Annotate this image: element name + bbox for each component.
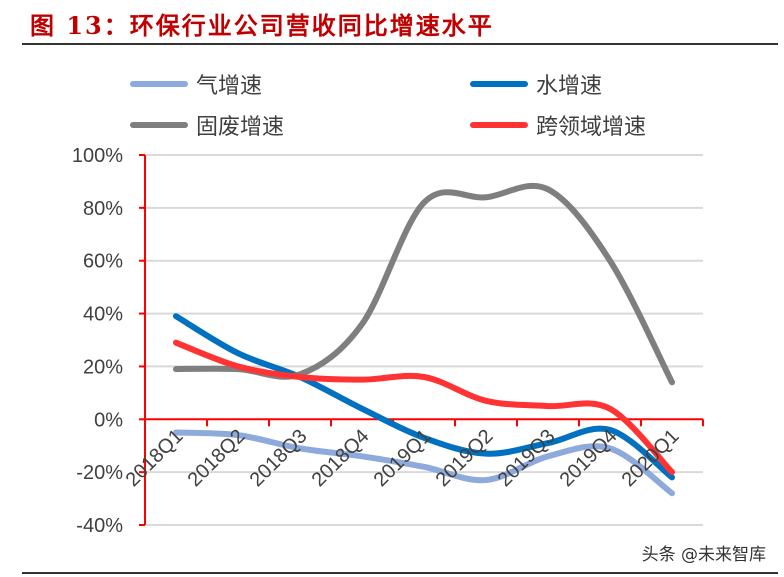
chart-title: 图 13：环保行业公司营收同比增速水平 (30, 11, 494, 40)
y-tick-label: 80% (83, 198, 123, 220)
series-line (173, 182, 675, 386)
bottom-divider (22, 572, 778, 574)
legend-label: 跨领域增速 (536, 115, 647, 140)
y-tick-label: -20% (76, 462, 123, 484)
series-line (173, 313, 675, 481)
legend-swatch (130, 122, 188, 128)
y-tick-label: -40% (76, 515, 123, 537)
y-tick-label: 20% (83, 356, 123, 378)
y-tick-label: 60% (83, 251, 123, 273)
x-tick-label: 2018Q1 (122, 425, 188, 491)
legend-swatch (130, 81, 188, 87)
y-tick-label: 0% (94, 409, 123, 431)
x-tick-label: 2018Q3 (246, 425, 312, 491)
title-divider (22, 43, 778, 45)
legend-item-water: 水增速 (470, 68, 602, 100)
watermark: 头条 @未来智库 (641, 545, 766, 565)
legend-label: 固废增速 (196, 115, 285, 140)
legend-label: 气增速 (196, 74, 263, 99)
y-tick-label: 100% (72, 145, 123, 167)
series-line (173, 429, 675, 497)
legend-item-gas: 气增速 (130, 68, 262, 100)
legend-label: 水增速 (536, 74, 603, 99)
series-line (173, 339, 675, 476)
legend-swatch (470, 122, 528, 128)
y-tick-label: 40% (83, 304, 123, 326)
legend-swatch (470, 81, 528, 87)
legend-item-cross-domain: 跨领域增速 (470, 109, 646, 141)
legend-item-solid-waste: 固废增速 (130, 109, 284, 141)
